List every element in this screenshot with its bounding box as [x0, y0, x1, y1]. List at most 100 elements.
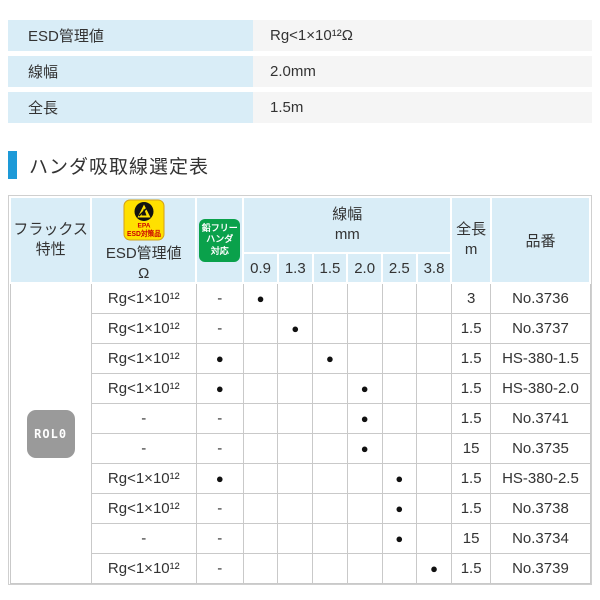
width-dot-cell-0.9: [242, 553, 279, 584]
table-row: Rg<1×10¹² ● ● 1.5 HS-380-2.5: [10, 463, 591, 494]
width-dot-cell-2.0: ●: [346, 403, 383, 434]
col-header-width-1.5: 1.5: [311, 252, 349, 284]
table-row: Rg<1×10¹² - ● 1.5 No.3739: [10, 553, 591, 584]
width-dot-cell-2.0: [346, 313, 383, 344]
width-dot-cell-1.3: [277, 403, 314, 434]
spec-label: 全長: [8, 92, 253, 123]
esd-header-label: ESD管理値: [105, 244, 182, 262]
esd-value-cell: Rg<1×10¹²: [90, 282, 197, 314]
width-dot-cell-0.9: [242, 493, 279, 524]
width-dot-cell-0.9: [242, 523, 279, 554]
width-dot-cell-2.5: ●: [381, 493, 418, 524]
part-number-cell: No.3737: [490, 313, 591, 344]
leadfree-cell: -: [195, 523, 244, 554]
width-dot-cell-3.8: [416, 282, 452, 314]
epa-esd-badge-icon: EPA ESD対策品: [123, 199, 165, 240]
col-header-width-0.9: 0.9: [242, 252, 279, 284]
width-dot-cell-3.8: [416, 493, 452, 524]
esd-value-cell: Rg<1×10¹²: [90, 373, 197, 404]
col-header-width-group: 線幅 mm: [242, 196, 453, 254]
table-row: ROL0 Rg<1×10¹² - ● 3 No.3736: [9, 282, 591, 584]
width-dot-cell-2.5: [381, 373, 418, 404]
width-dot-cell-1.3: ●: [277, 313, 314, 344]
width-dot-cell-2.5: [381, 553, 418, 584]
table-row: Rg<1×10¹² ● ● 1.5 HS-380-1.5: [10, 343, 591, 374]
esd-value-cell: -: [90, 433, 197, 464]
width-dot-cell-3.8: [416, 373, 452, 404]
width-dot-cell-1.3: [277, 282, 314, 314]
part-number-cell: HS-380-1.5: [490, 343, 591, 374]
spec-row-width: 線幅 2.0mm: [8, 56, 592, 87]
spec-label: ESD管理値: [8, 20, 253, 51]
col-header-width-1.3: 1.3: [276, 252, 314, 284]
svg-text:EPA: EPA: [137, 222, 150, 229]
part-number-cell: No.3735: [490, 433, 591, 464]
spec-summary-table: ESD管理値 Rg<1×10¹²Ω 線幅 2.0mm 全長 1.5m: [8, 20, 592, 123]
part-number-cell: HS-380-2.0: [490, 373, 591, 404]
width-dot-cell-1.5: [312, 282, 348, 314]
width-dot-cell-2.5: [381, 313, 418, 344]
flux-column-cell: ROL0: [9, 282, 92, 584]
spec-row-esd: ESD管理値 Rg<1×10¹²Ω: [8, 20, 592, 51]
spec-value: 1.5m: [253, 92, 592, 123]
width-dot-cell-0.9: [242, 403, 279, 434]
width-dot-cell-1.3: [277, 463, 314, 494]
spec-value: 2.0mm: [253, 56, 592, 87]
width-dot-cell-1.5: [312, 553, 348, 584]
width-dot-cell-2.5: [381, 282, 418, 314]
table-row: Rg<1×10¹² - ● 1.5 No.3738: [10, 493, 591, 524]
col-header-leadfree: 鉛フリー ハンダ 対応: [195, 196, 245, 284]
part-number-cell: No.3741: [490, 403, 591, 434]
selection-table: フラックス 特性 EPA ESD対策品: [8, 195, 592, 585]
table-row: Rg<1×10¹² - ● 1.5 No.3737: [10, 313, 591, 344]
esd-value-cell: -: [90, 403, 197, 434]
width-dot-cell-1.3: [277, 343, 314, 374]
col-header-part: 品番: [489, 196, 592, 284]
width-dot-cell-2.0: [346, 463, 383, 494]
width-dot-cell-1.3: [277, 493, 314, 524]
width-dot-cell-1.5: [312, 373, 348, 404]
width-dot-cell-2.5: [381, 433, 418, 464]
section-title: ハンダ吸取線選定表: [29, 156, 210, 178]
width-dot-cell-2.5: ●: [381, 523, 418, 554]
width-dot-cell-3.8: ●: [416, 553, 452, 584]
table-row: - - ● 15 No.3734: [10, 523, 591, 554]
esd-value-cell: Rg<1×10¹²: [90, 463, 197, 494]
section-header: ハンダ吸取線選定表: [8, 151, 592, 179]
col-header-length: 全長 m: [450, 196, 492, 284]
width-dot-cell-2.0: [346, 282, 383, 314]
width-dot-cell-1.3: [277, 523, 314, 554]
part-number-cell: No.3738: [490, 493, 591, 524]
esd-header-unit: Ω: [138, 264, 150, 282]
length-cell: 1.5: [450, 343, 492, 374]
flux-badge-rol0: ROL0: [26, 409, 75, 458]
spec-label: 線幅: [8, 56, 253, 87]
width-dot-cell-0.9: [242, 313, 279, 344]
part-number-cell: No.3739: [490, 553, 591, 584]
width-dot-cell-1.3: [277, 433, 314, 464]
width-dot-cell-3.8: [416, 343, 452, 374]
length-cell: 15: [450, 433, 492, 464]
leadfree-cell: ●: [195, 343, 244, 374]
table-row: - - ● 15 No.3735: [10, 433, 591, 464]
leadfree-cell: -: [195, 313, 244, 344]
length-cell: 1.5: [450, 313, 492, 344]
esd-value-cell: Rg<1×10¹²: [90, 313, 197, 344]
leadfree-cell: ●: [195, 373, 244, 404]
length-cell: 15: [450, 523, 492, 554]
width-dot-cell-2.0: [346, 523, 383, 554]
width-dot-cell-2.5: [381, 403, 418, 434]
length-cell: 1.5: [450, 373, 492, 404]
width-dot-cell-2.0: [346, 553, 383, 584]
width-dot-cell-2.0: ●: [346, 373, 383, 404]
part-number-cell: No.3736: [490, 282, 591, 314]
width-dot-cell-3.8: [416, 313, 452, 344]
length-cell: 1.5: [450, 493, 492, 524]
col-header-esd: EPA ESD対策品 ESD管理値 Ω: [90, 196, 198, 284]
col-header-flux: フラックス 特性: [8, 196, 93, 284]
width-dot-cell-1.5: [312, 463, 348, 494]
section-accent-bar: [8, 151, 17, 179]
width-dot-cell-1.5: [312, 493, 348, 524]
width-dot-cell-3.8: [416, 523, 452, 554]
